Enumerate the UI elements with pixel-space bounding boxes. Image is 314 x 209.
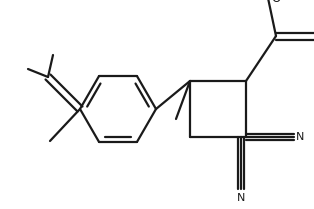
Text: N: N bbox=[296, 132, 304, 142]
Text: N: N bbox=[237, 193, 245, 203]
Text: O: O bbox=[271, 0, 280, 5]
